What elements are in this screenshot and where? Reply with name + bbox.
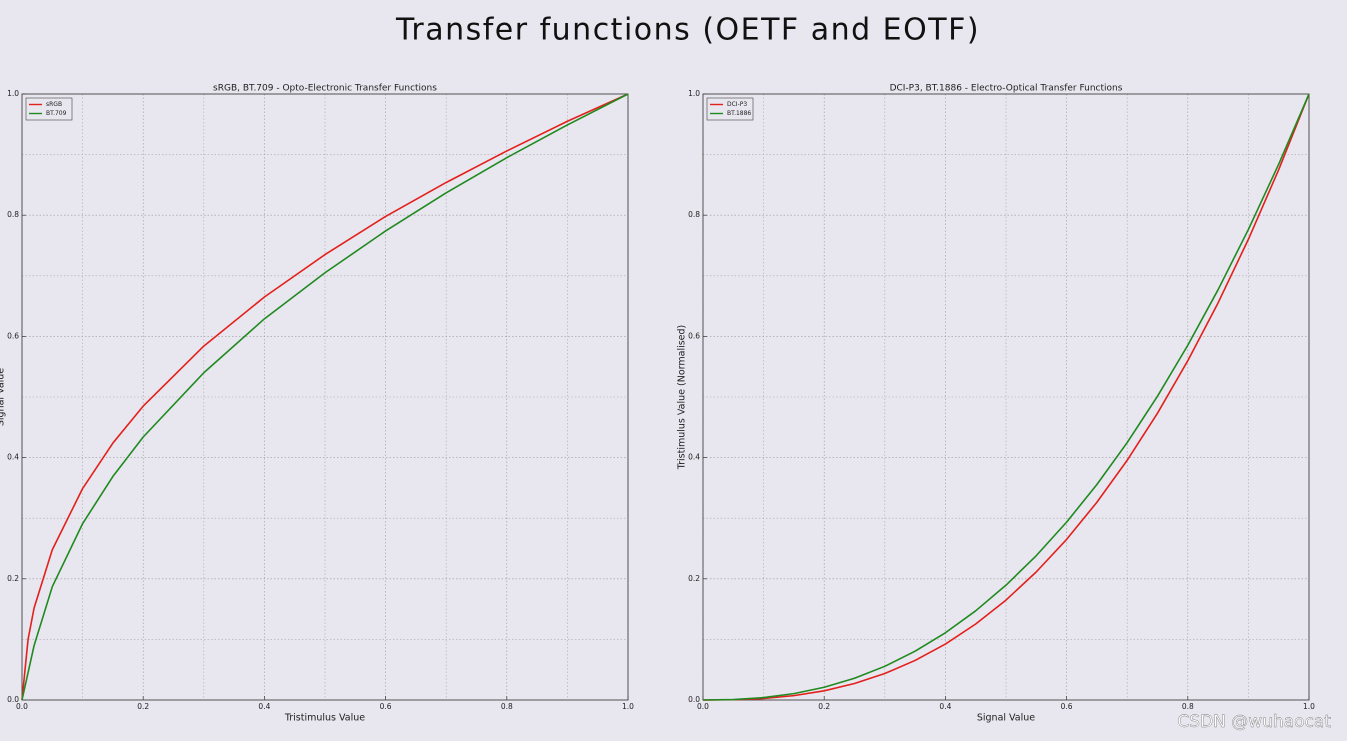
chart-title: sRGB, BT.709 - Opto-Electronic Transfer … [213, 84, 437, 94]
x-axis-label: Signal Value [977, 713, 1035, 724]
legend-label: BT.709 [46, 110, 67, 117]
legend-box [706, 97, 754, 121]
x-axis-label: Tristimulus Value [284, 713, 365, 724]
x-tick-label: 0.2 [137, 702, 149, 711]
y-tick-label: 1.0 [688, 89, 700, 98]
x-tick-label: 0.2 [818, 702, 830, 711]
legend-label: DCI-P3 [727, 101, 747, 108]
x-tick-label: 0.6 [1061, 702, 1073, 711]
x-tick-label: 0.0 [16, 702, 28, 711]
x-tick-label: 0.8 [501, 702, 513, 711]
y-tick-label: 0.6 [688, 331, 700, 340]
x-tick-label: 1.0 [1303, 702, 1315, 711]
legend-box [25, 97, 73, 121]
x-tick-label: 0.4 [258, 702, 270, 711]
y-tick-label: 1.0 [7, 89, 19, 98]
x-tick-label: 0.0 [697, 702, 709, 711]
page-title: Transfer functions (OETF and EOTF) [395, 13, 980, 48]
legend-label: sRGB [46, 101, 62, 108]
y-axis-label: Signal Value [0, 368, 7, 426]
series-line [702, 93, 1310, 701]
y-tick-label: 0.8 [7, 210, 19, 219]
chart-title: DCI-P3, BT.1886 - Electro-Optical Transf… [890, 84, 1123, 94]
y-tick-label: 0.6 [7, 331, 19, 340]
y-tick-label: 0.0 [688, 695, 700, 704]
x-tick-label: 0.8 [1182, 702, 1194, 711]
x-tick-label: 0.4 [939, 702, 951, 711]
y-tick-label: 0.8 [688, 210, 700, 219]
watermark: CSDN @wuhaocat [1177, 712, 1331, 732]
series-line [702, 93, 1310, 701]
x-tick-label: 1.0 [622, 702, 634, 711]
series-line [21, 93, 629, 701]
x-tick-label: 0.6 [380, 702, 392, 711]
legend-label: BT.1886 [727, 110, 751, 117]
y-tick-label: 0.0 [7, 695, 19, 704]
plot-frame [702, 93, 1310, 701]
y-tick-label: 0.2 [7, 574, 19, 583]
series-line [21, 93, 629, 701]
plot-frame [21, 93, 629, 701]
y-axis-label: Tristimulus Value (Normalised) [677, 325, 688, 471]
y-tick-label: 0.4 [7, 453, 19, 462]
y-tick-label: 0.2 [688, 574, 700, 583]
y-tick-label: 0.4 [688, 453, 700, 462]
